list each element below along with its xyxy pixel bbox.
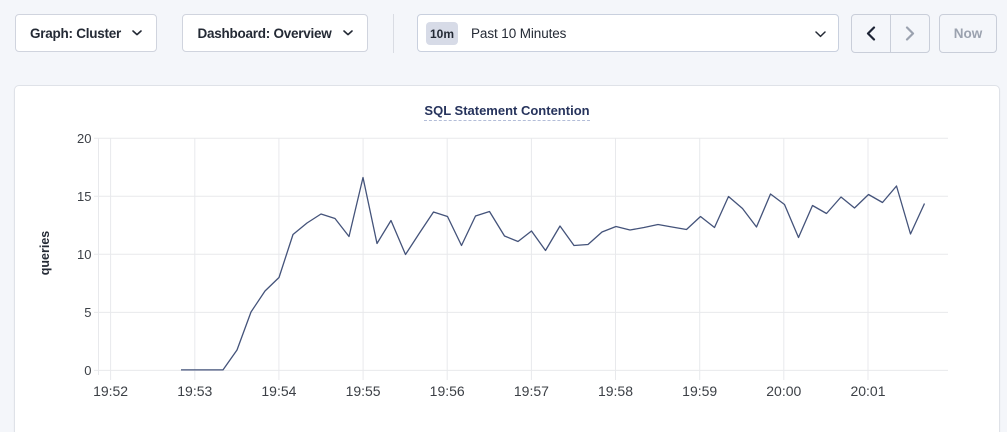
- svg-text:15: 15: [77, 189, 91, 204]
- svg-text:queries: queries: [38, 231, 52, 276]
- svg-text:19:56: 19:56: [430, 383, 465, 399]
- svg-text:19:57: 19:57: [514, 383, 549, 399]
- svg-text:19:58: 19:58: [598, 383, 633, 399]
- svg-text:19:55: 19:55: [346, 383, 381, 399]
- svg-text:19:53: 19:53: [177, 383, 212, 399]
- svg-text:0: 0: [84, 363, 91, 378]
- svg-text:5: 5: [84, 305, 91, 320]
- svg-text:10: 10: [77, 247, 91, 262]
- svg-text:20: 20: [77, 131, 91, 146]
- svg-text:19:54: 19:54: [261, 383, 296, 399]
- svg-text:20:00: 20:00: [766, 383, 801, 399]
- svg-text:19:59: 19:59: [682, 383, 717, 399]
- svg-text:20:01: 20:01: [850, 383, 885, 399]
- svg-text:19:52: 19:52: [93, 383, 128, 399]
